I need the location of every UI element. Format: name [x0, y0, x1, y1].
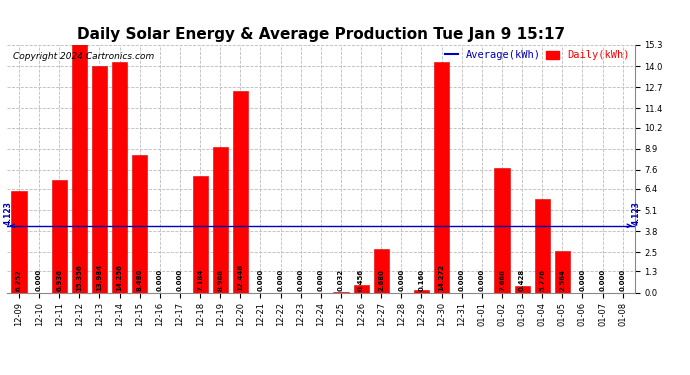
Text: 0.000: 0.000: [318, 269, 324, 291]
Text: 4.123: 4.123: [631, 201, 640, 225]
Bar: [555, 251, 570, 292]
Bar: [92, 66, 107, 292]
Text: 0.000: 0.000: [580, 269, 586, 291]
Text: 2.680: 2.680: [378, 269, 384, 291]
Text: 14.256: 14.256: [117, 264, 123, 291]
Text: 4.123: 4.123: [3, 201, 12, 225]
Bar: [132, 155, 147, 292]
Bar: [12, 191, 26, 292]
Text: 0.000: 0.000: [277, 269, 284, 291]
Text: 8.968: 8.968: [217, 269, 224, 291]
Text: 0.428: 0.428: [519, 269, 525, 291]
Text: 13.984: 13.984: [97, 264, 103, 291]
Bar: [112, 62, 127, 292]
Text: 15.356: 15.356: [77, 264, 82, 291]
Text: 6.936: 6.936: [56, 269, 62, 291]
Bar: [213, 147, 228, 292]
Bar: [193, 176, 208, 292]
Text: 0.000: 0.000: [297, 269, 304, 291]
Text: 0.000: 0.000: [479, 269, 485, 291]
Text: 0.000: 0.000: [398, 269, 404, 291]
Text: Copyright 2024 Cartronics.com: Copyright 2024 Cartronics.com: [13, 53, 155, 62]
Bar: [72, 44, 87, 292]
Bar: [434, 62, 449, 292]
Text: 0.032: 0.032: [338, 269, 344, 291]
Text: 14.272: 14.272: [439, 264, 444, 291]
Text: 8.480: 8.480: [137, 269, 143, 291]
Bar: [52, 180, 67, 292]
Bar: [535, 199, 550, 292]
Text: 0.000: 0.000: [36, 269, 42, 291]
Text: 7.668: 7.668: [499, 269, 505, 291]
Text: 0.000: 0.000: [257, 269, 264, 291]
Bar: [414, 290, 429, 292]
Bar: [515, 286, 530, 292]
Bar: [233, 91, 248, 292]
Text: 2.564: 2.564: [560, 269, 565, 291]
Text: 0.000: 0.000: [459, 269, 465, 291]
Text: 5.776: 5.776: [539, 269, 545, 291]
Bar: [495, 168, 509, 292]
Text: 12.448: 12.448: [237, 264, 244, 291]
Bar: [353, 285, 368, 292]
Bar: [374, 249, 388, 292]
Text: 0.160: 0.160: [418, 269, 424, 291]
Text: 0.000: 0.000: [177, 269, 183, 291]
Text: 0.000: 0.000: [600, 269, 606, 291]
Text: 7.184: 7.184: [197, 269, 203, 291]
Text: 6.252: 6.252: [16, 270, 22, 291]
Text: 0.456: 0.456: [358, 269, 364, 291]
Title: Daily Solar Energy & Average Production Tue Jan 9 15:17: Daily Solar Energy & Average Production …: [77, 27, 565, 42]
Text: 0.000: 0.000: [157, 269, 163, 291]
Text: 0.000: 0.000: [620, 269, 626, 291]
Legend: Average(kWh), Daily(kWh): Average(kWh), Daily(kWh): [445, 50, 629, 60]
